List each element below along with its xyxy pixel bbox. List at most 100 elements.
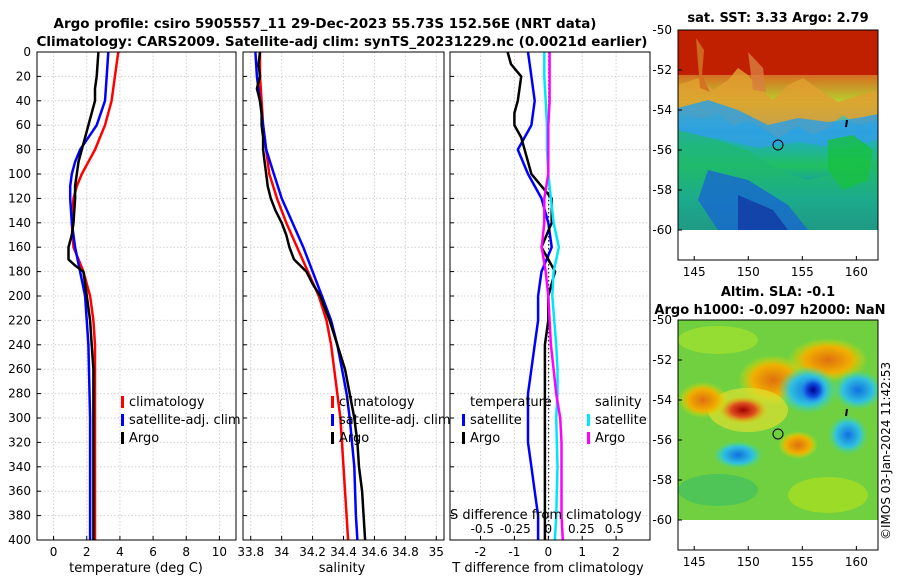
lat-tick-label: -60 [652,223,672,237]
series-line-s-argo [540,52,565,541]
legend-swatch-satellite [331,414,334,426]
legend-label-satellite: satellite-adj. clim [129,413,241,428]
depth-tick-label: 100 [8,167,31,181]
sst-map-title: sat. SST: 3.33 Argo: 2.79 [687,11,868,26]
difference-grid [450,51,650,541]
lon-tick-label: 155 [791,555,814,569]
lat-tick-label: -52 [652,63,672,77]
x-tick-label: 8 [182,545,190,559]
lat-tick-label: -54 [652,393,672,407]
legend-swatch-t-satellite [462,414,465,426]
x-tick-label: 33.8 [237,545,264,559]
depth-tick-label: 0 [23,45,31,59]
x-tick-label: 34.2 [299,545,326,559]
depth-tick-label: 320 [8,435,31,449]
depth-tick-label: 260 [8,362,31,376]
series-line-argo [67,51,100,540]
difference-panel: -2 -1 0 1 2 T difference from climatology S … [449,51,651,576]
s-tick-label: 0.25 [568,522,595,536]
lat-tick-label: -58 [652,183,672,197]
x-tick-label: 34 [274,545,289,559]
x-tick-label: 2 [612,545,620,559]
sla-map-image [678,320,878,550]
salinity-grid [243,51,444,541]
x-tick-label: 2 [83,545,91,559]
legend-label-satellite: satellite-adj. clim [339,413,451,428]
series-line-satellite-adj-clim [68,51,110,540]
depth-tick-label: 280 [8,387,31,401]
difference-axes-frame [449,51,651,541]
depth-tick-label: 300 [8,411,31,425]
depth-tick-label: 200 [8,289,31,303]
lat-tick-label: -50 [652,23,672,37]
legend-label-argo: Argo [339,431,369,446]
sla-lat-tick-labels: -50 -52 -54 -56 -58 -60 [652,313,682,527]
temperature-tick-labels: 0 2 4 6 8 10 [50,545,227,559]
x-tick-label: 34.6 [361,545,388,559]
x-tick-label: 35 [429,545,444,559]
depth-tick-label: 60 [16,118,31,132]
depth-tick-labels: 0 20 40 60 80 100 120 140 160 180 200 220 240 260 280 3… [8,45,31,547]
legend-swatch-argo [331,432,334,444]
legend-swatch-climatology [331,396,334,408]
lat-tick-label: -56 [652,143,672,157]
sst-map-frame [677,29,879,261]
x-tick-label: 1 [578,545,586,559]
depth-tick-label: 180 [8,265,31,279]
temperature-panel: 0204060801001201401601802002202402602803… [8,45,241,576]
depth-tick-label: 380 [8,509,31,523]
legend-swatch-satellite [121,414,124,426]
header-line-1: Argo profile: csiro 5905557_11 29-Dec-20… [54,16,597,32]
argo-track [845,119,848,128]
sst-map-panel: sat. SST: 3.33 Argo: 2.79 -50-52-54-56-5… [652,11,879,279]
sla-map-title-2: Argo h1000: -0.097 h2000: NaN [654,303,885,318]
x-tick-label: 0 [50,545,58,559]
sla-map-frame [677,319,879,551]
depth-tick-label: 360 [8,484,31,498]
x-tick-label: 0 [544,545,552,559]
legend-swatch-s-satellite [587,414,590,426]
depth-tick-label: 400 [8,533,31,547]
lon-tick-label: 145 [683,265,706,279]
x-tick-label: 10 [212,545,227,559]
header-line-2: Climatology: CARS2009. Satellite-adj cli… [37,34,648,50]
legend-label-climatology: climatology [129,395,205,410]
x-tick-label: 34.4 [330,545,357,559]
legend-swatch-climatology [121,396,124,408]
argo-location-marker [772,428,784,440]
depth-tick-label: 220 [8,313,31,327]
lon-tick-label: 160 [845,265,868,279]
sst-lon-tick-labels: 145 150 155 160 [683,256,868,279]
temperature-legend: climatology satellite-adj. clim Argo [121,395,241,446]
difference-legend: temperature satellite Argo salinity sate… [462,395,647,446]
x-tick-label: -1 [508,545,520,559]
series-line-s-satellite [543,52,561,541]
salinity-panel: 33.8 34 34.2 34.4 34.6 34.8 35 salinity climat… [237,51,451,576]
x-tick-label: 6 [149,545,157,559]
s-tick-label: -0.5 [471,522,494,536]
x-tick-label: -2 [475,545,487,559]
difference-lines [506,51,565,541]
depth-tick-label: 160 [8,240,31,254]
depth-tick-label: 20 [16,69,31,83]
lon-tick-label: 150 [737,555,760,569]
s-difference-xlabel: S difference from climatology [450,508,642,523]
legend-label-t-argo: Argo [470,431,500,446]
legend-label-t-satellite: satellite [470,413,522,428]
t-difference-tick-labels: -2 -1 0 1 2 [475,545,620,559]
legend-swatch-argo [121,432,124,444]
x-tick-label: 34.8 [392,545,419,559]
legend-label-argo: Argo [129,431,159,446]
argo-track [845,408,848,417]
legend-label-s-argo: Argo [595,431,625,446]
lat-tick-label: -54 [652,103,672,117]
legend-title-temperature: temperature [470,395,552,410]
sst-map-image [678,30,878,260]
series-line-t-argo [506,51,557,540]
lat-tick-label: -58 [652,473,672,487]
depth-tick-label: 120 [8,191,31,205]
legend-label-s-satellite: satellite [595,413,647,428]
sst-lat-tick-labels: -50 -52 -54 -56 -58 -60 [652,23,682,237]
temperature-axes-frame [36,51,237,541]
depth-tick-label: 240 [8,338,31,352]
